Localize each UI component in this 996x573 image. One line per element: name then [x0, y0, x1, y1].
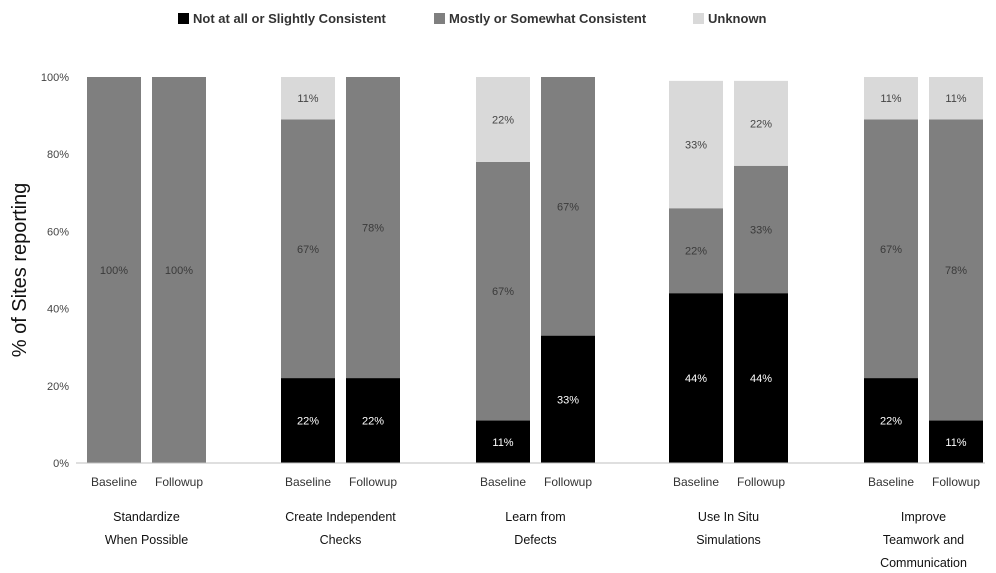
bar-value-label: 11% [945, 437, 966, 449]
group-label: Simulations [696, 533, 761, 547]
period-label: Followup [349, 475, 397, 489]
bar-value-label: 11% [945, 93, 966, 105]
group-label: Improve [901, 510, 946, 524]
bar-segment [929, 77, 983, 120]
bar-segment [929, 119, 983, 421]
group-label: Communication [880, 556, 967, 570]
bar-value-label: 11% [297, 93, 318, 105]
bar-value-label: 67% [557, 201, 579, 213]
bar-value-label: 33% [685, 140, 707, 152]
bar-value-label: 78% [945, 265, 967, 277]
bar-value-label: 22% [297, 416, 319, 428]
bar-value-label: 22% [685, 246, 707, 258]
bar-segment [476, 161, 530, 421]
group-label: Defects [514, 533, 556, 547]
bar-segment [281, 378, 335, 463]
group-label: Create Independent [285, 510, 396, 524]
group-label: Use In Situ [698, 510, 759, 524]
legend-swatch [178, 13, 189, 24]
bar-value-label: 22% [750, 118, 772, 130]
bar-segment [669, 293, 723, 463]
period-label: Baseline [285, 475, 331, 489]
bar-segment [281, 119, 335, 379]
legend-label: Unknown [708, 11, 767, 26]
y-tick-label: 60% [47, 226, 69, 238]
y-tick-label: 0% [53, 458, 69, 470]
bars: 100% 100% 22% 67% 11% 22% 78% 11% 67% 22% 33% 67% 44… [87, 77, 983, 463]
y-tick-label: 40% [47, 304, 69, 316]
bar-segment [476, 420, 530, 463]
bar-segment [346, 378, 400, 463]
period-label: Followup [155, 475, 203, 489]
group-label: Learn from [505, 510, 565, 524]
period-label: Baseline [480, 475, 526, 489]
bar-value-label: 100% [165, 265, 193, 277]
bar-segment [346, 77, 400, 379]
period-label: Followup [932, 475, 980, 489]
y-tick-label: 100% [41, 72, 69, 84]
y-axis-ticks: 0% 20% 40% 60% 80% 100% [41, 72, 69, 470]
bar-segment [734, 293, 788, 463]
bar-segment [864, 119, 918, 379]
bar-segment [929, 420, 983, 463]
bar-value-label: 100% [100, 265, 128, 277]
bar-segment [87, 77, 141, 463]
bar-segment [669, 208, 723, 294]
bar-value-label: 22% [880, 416, 902, 428]
bar-segment [541, 335, 595, 463]
bar-value-label: 78% [362, 223, 384, 235]
legend-label: Mostly or Somewhat Consistent [449, 11, 647, 26]
bar-segment [541, 77, 595, 336]
y-tick-label: 20% [47, 381, 69, 393]
group-label: Checks [320, 533, 362, 547]
legend: Not at all or Slightly Consistent Mostly … [178, 11, 767, 26]
bar-value-label: 67% [880, 244, 902, 256]
bar-segment [734, 165, 788, 294]
bar-segment [281, 77, 335, 120]
bar-value-label: 67% [492, 286, 514, 298]
group-label: When Possible [105, 533, 188, 547]
period-label: Baseline [673, 475, 719, 489]
period-label: Baseline [868, 475, 914, 489]
bar-value-label: 22% [492, 114, 514, 126]
group-label: Teamwork and [883, 533, 964, 547]
legend-swatch [434, 13, 445, 24]
bar-value-label: 67% [297, 244, 319, 256]
period-label: Baseline [91, 475, 137, 489]
bar-segment [476, 77, 530, 162]
period-label: Followup [544, 475, 592, 489]
legend-label: Not at all or Slightly Consistent [193, 11, 387, 26]
bar-value-label: 22% [362, 416, 384, 428]
bar-value-label: 11% [492, 437, 513, 449]
bar-value-label: 11% [880, 93, 901, 105]
legend-swatch [693, 13, 704, 24]
bar-value-label: 33% [750, 224, 772, 236]
bar-segment [669, 80, 723, 209]
y-tick-label: 80% [47, 149, 69, 161]
bar-segment [864, 77, 918, 120]
bar-segment [152, 77, 206, 463]
x-axis-labels: Baseline Followup Standardize When Possible… [91, 475, 980, 570]
bar-value-label: 44% [750, 373, 772, 385]
y-axis-title: % of Sites reporting [9, 183, 31, 358]
group-label: Standardize [113, 510, 180, 524]
bar-value-label: 33% [557, 394, 579, 406]
period-label: Followup [737, 475, 785, 489]
bar-segment [864, 378, 918, 463]
bar-segment [734, 80, 788, 166]
bar-value-label: 44% [685, 373, 707, 385]
